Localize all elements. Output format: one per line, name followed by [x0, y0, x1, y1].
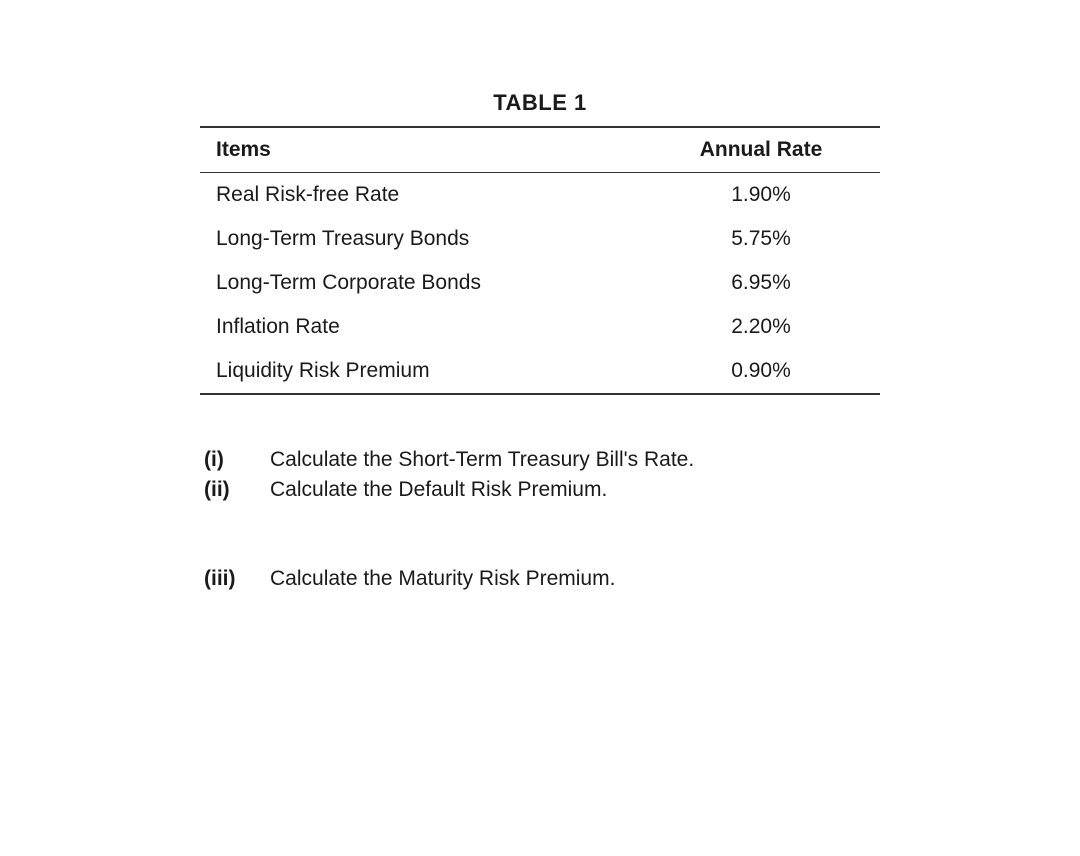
table-row: Liquidity Risk Premium 0.90% [200, 349, 880, 394]
item-cell: Liquidity Risk Premium [200, 349, 642, 394]
item-cell: Real Risk-free Rate [200, 173, 642, 218]
column-header-items: Items [200, 127, 642, 173]
table-title: TABLE 1 [200, 90, 880, 116]
rate-cell: 2.20% [642, 305, 880, 349]
question-label: (iii) [200, 564, 270, 594]
question-item: (iii) Calculate the Maturity Risk Premiu… [200, 564, 880, 594]
table-header-row: Items Annual Rate [200, 127, 880, 173]
question-text: Calculate the Maturity Risk Premium. [270, 564, 880, 594]
document-page: TABLE 1 Items Annual Rate Real Risk-free… [0, 0, 1080, 594]
item-cell: Long-Term Corporate Bonds [200, 261, 642, 305]
column-header-rate: Annual Rate [642, 127, 880, 173]
table-row: Long-Term Corporate Bonds 6.95% [200, 261, 880, 305]
rate-cell: 0.90% [642, 349, 880, 394]
question-label: (i) [200, 445, 270, 475]
question-item: (ii) Calculate the Default Risk Premium. [200, 475, 880, 505]
table-row: Real Risk-free Rate 1.90% [200, 173, 880, 218]
table-row: Long-Term Treasury Bonds 5.75% [200, 217, 880, 261]
rate-cell: 1.90% [642, 173, 880, 218]
rate-cell: 5.75% [642, 217, 880, 261]
question-label: (ii) [200, 475, 270, 505]
rate-cell: 6.95% [642, 261, 880, 305]
rates-table: Items Annual Rate Real Risk-free Rate 1.… [200, 126, 880, 395]
question-text: Calculate the Default Risk Premium. [270, 475, 880, 505]
question-item: (i) Calculate the Short-Term Treasury Bi… [200, 445, 880, 475]
question-text: Calculate the Short-Term Treasury Bill's… [270, 445, 880, 475]
question-spacer [200, 506, 880, 564]
table-row: Inflation Rate 2.20% [200, 305, 880, 349]
item-cell: Inflation Rate [200, 305, 642, 349]
item-cell: Long-Term Treasury Bonds [200, 217, 642, 261]
questions-block: (i) Calculate the Short-Term Treasury Bi… [200, 445, 880, 594]
